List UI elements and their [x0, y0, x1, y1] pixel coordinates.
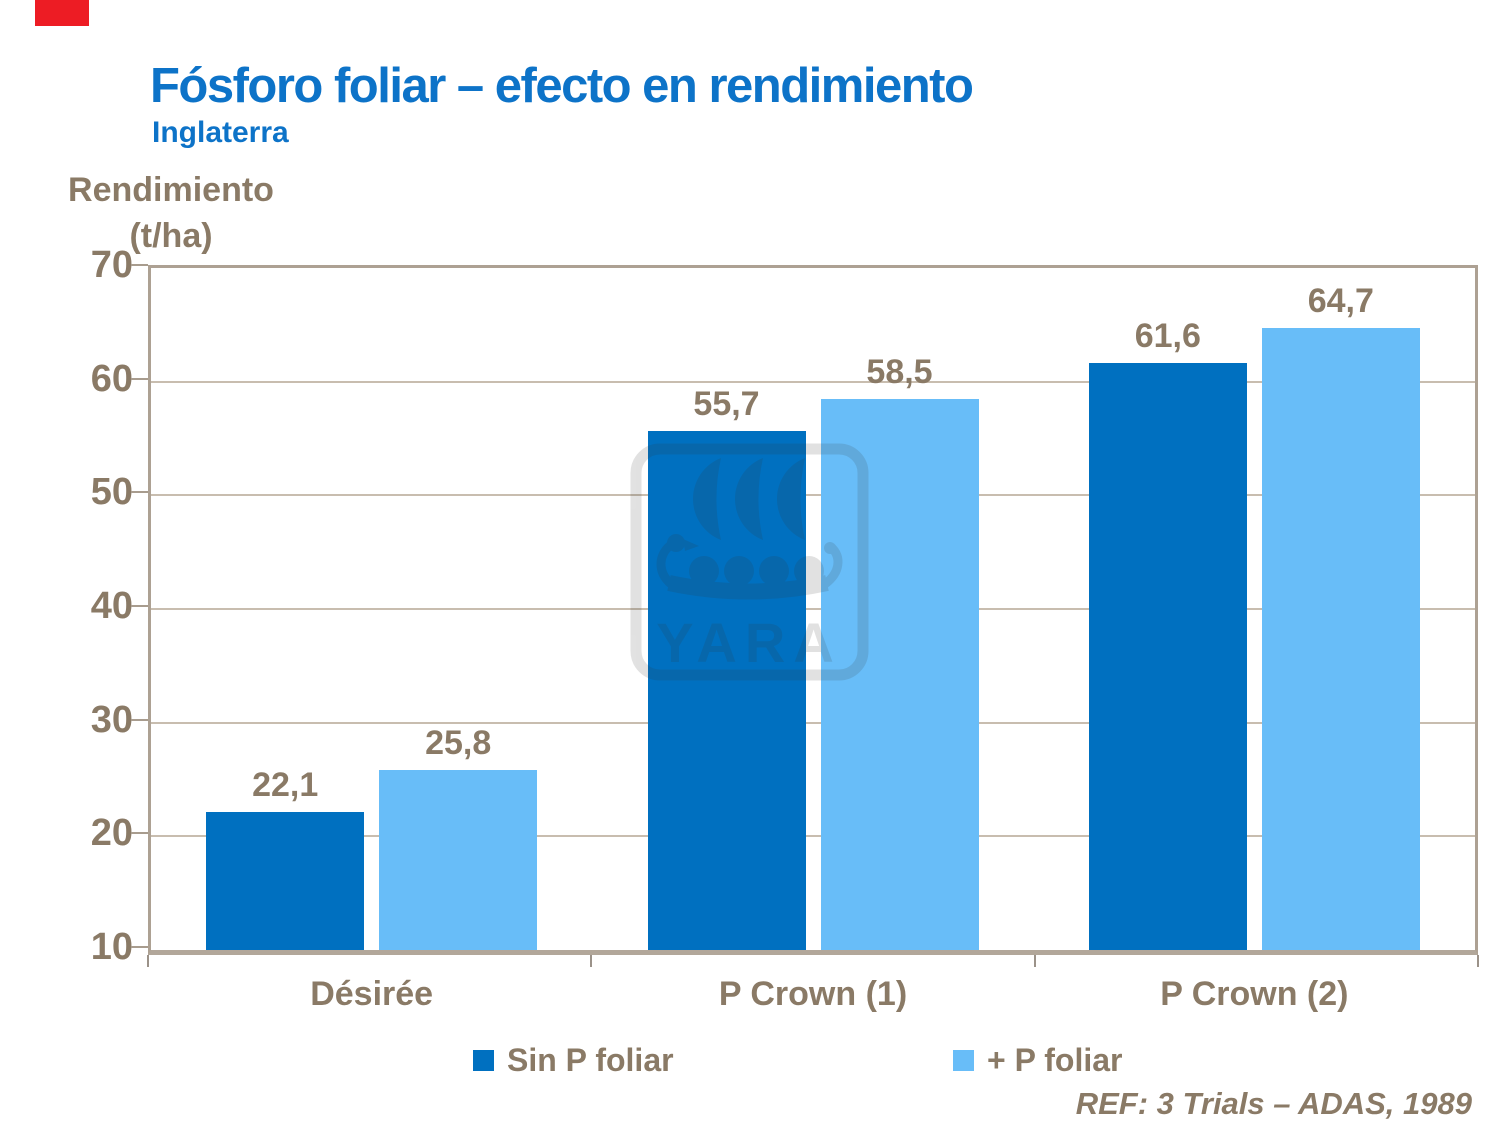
reference-note: REF: 3 Trials – ADAS, 1989 [1075, 1086, 1472, 1121]
shield-icon [689, 556, 719, 586]
y-tick-label: 60 [90, 357, 133, 400]
y-tick-mark [131, 718, 148, 721]
stern-icon [822, 543, 843, 588]
bar-value-label: 22,1 [252, 766, 319, 805]
bar-value-label: 61,6 [1134, 317, 1201, 356]
y-tick-mark [131, 377, 148, 380]
x-tick-mark [147, 955, 149, 967]
category-label: P Crown (2) [1160, 975, 1349, 1013]
legend-swatch [953, 1049, 974, 1071]
y-tick-label: 20 [90, 812, 133, 855]
x-tick-mark [590, 955, 593, 967]
prow-head-icon [667, 534, 685, 552]
gridline [151, 721, 1475, 724]
x-tick-mark [1033, 955, 1036, 967]
bar-mas-p-foliar [379, 770, 538, 950]
red-brand-mark [35, 0, 89, 26]
category-label: Désirée [310, 975, 434, 1013]
y-tick-mark [131, 946, 148, 948]
watermark-text: YARA [656, 611, 842, 674]
y-axis-title-line2: (t/ha) [129, 216, 213, 255]
page-title: Fósforo foliar – efecto en rendimiento [150, 59, 974, 113]
shield-icon [724, 556, 754, 586]
bar-value-label: 55,7 [693, 384, 760, 423]
y-tick-mark [131, 264, 148, 266]
gridline [151, 380, 1475, 383]
y-axis-title-line1: Rendimiento [68, 171, 274, 209]
y-tick-mark [131, 832, 148, 835]
prow-beak-icon [683, 539, 699, 551]
legend-label: Sin P foliar [507, 1041, 674, 1078]
gridline [151, 835, 1475, 838]
y-tick-label: 70 [90, 244, 133, 286]
sail-icon [734, 458, 763, 540]
bar-value-label: 64,7 [1307, 282, 1374, 321]
y-tick-label: 50 [90, 471, 133, 514]
y-axis-title: Rendimiento (t/ha) [55, 168, 287, 260]
hull-icon [667, 575, 829, 600]
bar-value-label: 25,8 [425, 724, 492, 763]
gridline [151, 608, 1475, 610]
y-tick-mark [131, 491, 148, 494]
stern-curl-icon [824, 542, 836, 554]
shield-icon [794, 556, 824, 586]
y-tick-label: 30 [90, 698, 133, 741]
y-tick-label: 10 [90, 926, 133, 968]
bar-sin-p-foliar [647, 430, 806, 950]
watermark-border [630, 443, 869, 681]
legend-label: + P foliar [987, 1041, 1123, 1078]
sail-icon [776, 458, 805, 540]
shield-icon [759, 556, 789, 586]
legend-swatch [473, 1049, 494, 1071]
sail-icon [692, 458, 721, 540]
bar-mas-p-foliar [1261, 328, 1420, 950]
legend-item: + P foliar [953, 1042, 1122, 1078]
yara-viking-ship-logo-watermark: YARA [630, 443, 869, 681]
plot-area: 22,1 25,8 55,7 58,5 61,6 64,7 [148, 265, 1478, 955]
bar-value-label: 58,5 [866, 352, 933, 391]
y-tick-mark [131, 605, 148, 607]
legend-item: Sin P foliar [473, 1042, 674, 1078]
page-subtitle: Inglaterra [152, 116, 289, 149]
x-tick-mark [1477, 955, 1479, 967]
y-tick-label: 40 [90, 585, 133, 627]
gridline [151, 494, 1475, 497]
prow-icon [656, 540, 675, 588]
bar-sin-p-foliar [1088, 363, 1247, 950]
bar-sin-p-foliar [206, 812, 365, 950]
bar-mas-p-foliar [820, 398, 979, 950]
category-label: P Crown (1) [718, 975, 908, 1013]
